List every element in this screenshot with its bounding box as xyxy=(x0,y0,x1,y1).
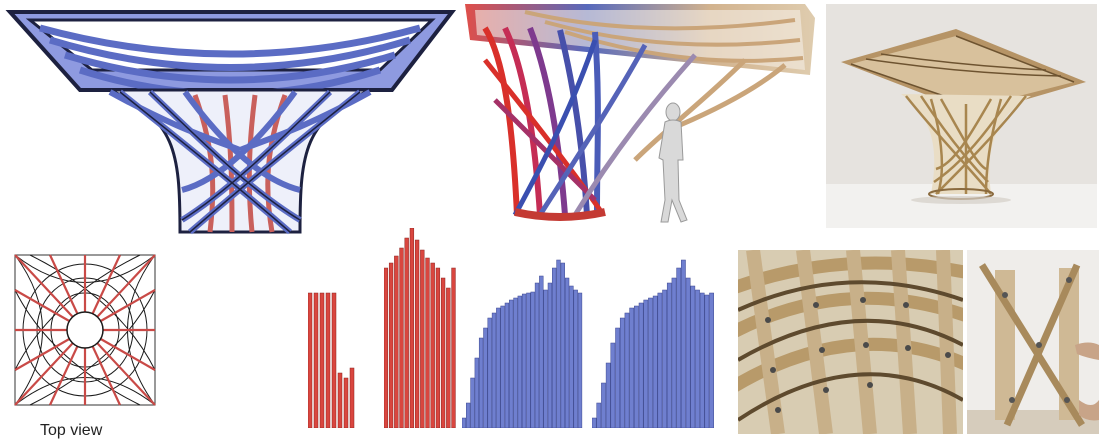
strip xyxy=(496,307,501,428)
strip-set-blue-b xyxy=(592,259,714,428)
strip xyxy=(704,294,710,428)
strip xyxy=(399,247,404,428)
strip xyxy=(699,292,705,428)
top-view-svg xyxy=(14,254,156,406)
strip xyxy=(420,249,425,428)
strip xyxy=(478,337,484,428)
strip xyxy=(451,267,456,428)
strip xyxy=(690,285,696,428)
strip xyxy=(629,307,635,428)
strip xyxy=(657,292,663,428)
strip-set-red-short xyxy=(308,292,355,428)
strip xyxy=(526,292,531,428)
photo-joint-test xyxy=(967,250,1099,434)
strip xyxy=(709,292,714,428)
strip xyxy=(462,417,467,428)
strip-layout-blue-1 xyxy=(462,255,584,428)
strip xyxy=(319,292,325,428)
strip xyxy=(470,377,475,428)
strip xyxy=(513,297,518,428)
human-figure xyxy=(658,102,688,223)
strip xyxy=(610,342,616,428)
strip xyxy=(695,289,700,428)
strip xyxy=(552,267,557,428)
render-blue-canopy xyxy=(0,0,462,236)
strip xyxy=(440,277,446,428)
strip xyxy=(685,277,691,428)
strip xyxy=(662,289,667,428)
strip xyxy=(349,367,355,428)
strip xyxy=(331,292,337,428)
strip xyxy=(666,282,672,428)
photo-wood-model xyxy=(826,4,1097,228)
strip xyxy=(592,417,597,428)
strip-set-blue-a xyxy=(462,259,583,428)
strip xyxy=(474,357,479,428)
strip xyxy=(337,372,343,428)
strip xyxy=(619,317,625,428)
strip xyxy=(500,305,505,428)
strip xyxy=(543,289,548,428)
strip xyxy=(430,262,435,428)
strip xyxy=(325,292,331,428)
photo-lattice-closeup xyxy=(738,250,963,434)
strip xyxy=(487,317,492,428)
strip xyxy=(643,299,649,428)
strip xyxy=(539,275,544,428)
strip xyxy=(466,402,471,428)
strip xyxy=(577,292,583,428)
strip xyxy=(394,255,399,428)
strip xyxy=(404,237,409,428)
strip-layout-red-2 xyxy=(384,228,458,428)
strip xyxy=(530,291,535,428)
strip xyxy=(556,259,561,428)
strip xyxy=(504,302,510,428)
strip xyxy=(521,293,527,428)
strip xyxy=(414,239,420,428)
render-gradient-canopy xyxy=(465,0,820,232)
lattice-closeup-drawing xyxy=(738,250,963,434)
gradient-canopy-drawing xyxy=(465,4,815,223)
strip xyxy=(446,287,451,428)
strip xyxy=(569,285,574,428)
strip xyxy=(491,312,497,428)
strip xyxy=(615,327,620,428)
top-view-drawing xyxy=(10,250,160,420)
strip xyxy=(547,282,553,428)
strip xyxy=(384,267,389,428)
strip-layout-blue-2 xyxy=(592,255,716,428)
strip xyxy=(409,228,415,428)
strip xyxy=(534,282,540,428)
strip-layout-red-1 xyxy=(308,285,358,428)
strip xyxy=(634,305,639,428)
strip xyxy=(681,259,686,428)
strip xyxy=(676,267,682,428)
strip xyxy=(517,295,522,428)
strip xyxy=(564,277,570,428)
strip xyxy=(425,257,430,428)
strip xyxy=(308,292,313,428)
strip xyxy=(388,262,394,428)
blue-canopy-drawing xyxy=(5,10,457,235)
strip xyxy=(560,262,565,428)
strip xyxy=(343,377,349,428)
strip xyxy=(624,312,630,428)
strip xyxy=(596,402,602,428)
top-view-caption: Top view xyxy=(40,422,103,439)
wood-model-photo-drawing xyxy=(826,4,1097,228)
strip xyxy=(573,289,578,428)
strip xyxy=(652,295,658,428)
strip xyxy=(483,327,488,428)
strip xyxy=(638,302,644,428)
joint-test-drawing xyxy=(967,250,1099,434)
strip xyxy=(509,299,514,428)
strip xyxy=(313,292,319,428)
strip xyxy=(601,382,606,428)
strip xyxy=(648,297,653,428)
strip xyxy=(671,277,677,428)
strip xyxy=(435,267,441,428)
strip-set-red-tall xyxy=(384,228,456,428)
strip xyxy=(605,362,611,428)
